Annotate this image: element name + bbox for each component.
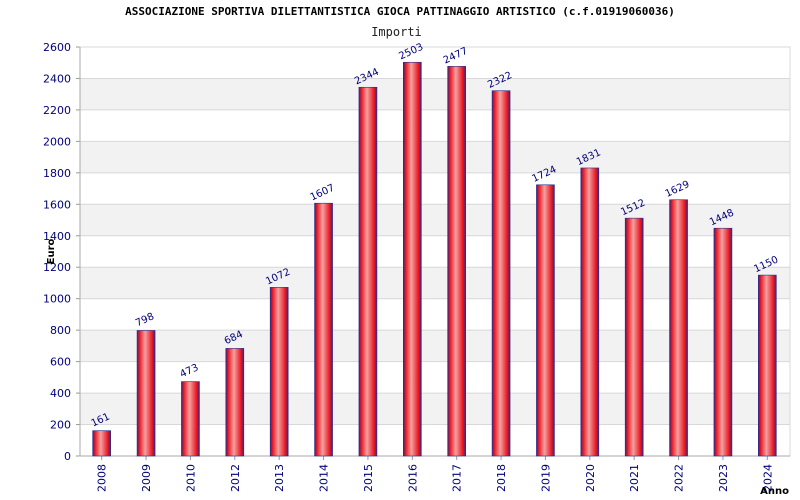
bar-2015 bbox=[358, 86, 378, 457]
data-label: 2477 bbox=[442, 46, 470, 67]
x-tick-label: 2019 bbox=[539, 464, 552, 492]
bar-2022 bbox=[669, 199, 688, 457]
x-axis-title: Anno bbox=[760, 486, 789, 497]
bar-2024 bbox=[758, 274, 777, 457]
bar-2023 bbox=[713, 227, 733, 457]
x-tick-label: 2012 bbox=[229, 464, 242, 492]
grid-band bbox=[80, 141, 790, 173]
x-tick-label: 2008 bbox=[96, 464, 109, 492]
bar-2016 bbox=[403, 61, 422, 457]
bar-2009 bbox=[136, 330, 156, 457]
data-label: 1607 bbox=[309, 183, 337, 204]
x-tick-label: 2018 bbox=[495, 464, 508, 492]
y-tick-label: 1800 bbox=[43, 167, 71, 180]
bar-2017 bbox=[447, 66, 466, 457]
chart-title: ASSOCIAZIONE SPORTIVA DILETTANTISTICA GI… bbox=[125, 5, 675, 18]
y-tick-label: 800 bbox=[50, 324, 71, 337]
x-tick-label: 2022 bbox=[673, 464, 686, 492]
bar-2018 bbox=[491, 90, 511, 457]
bar-2008 bbox=[92, 430, 111, 457]
data-label: 1629 bbox=[664, 179, 692, 200]
y-tick-label: 2200 bbox=[43, 104, 71, 117]
grid-band bbox=[80, 78, 790, 110]
x-tick-label: 2009 bbox=[140, 464, 153, 492]
x-tick-label: 2024 bbox=[761, 464, 774, 492]
x-tick-label: 2014 bbox=[318, 464, 331, 492]
bar-2019 bbox=[536, 184, 555, 457]
y-tick-label: 2400 bbox=[43, 72, 71, 85]
data-label: 2503 bbox=[397, 42, 425, 63]
y-tick-label: 2600 bbox=[43, 41, 71, 54]
bar-2020 bbox=[580, 167, 600, 457]
bar-2014 bbox=[314, 202, 333, 457]
x-tick-label: 2016 bbox=[406, 464, 419, 492]
bar-2012 bbox=[225, 348, 245, 457]
y-tick-label: 1400 bbox=[43, 230, 71, 243]
y-tick-label: 400 bbox=[50, 387, 71, 400]
y-tick-label: 0 bbox=[64, 450, 71, 463]
y-tick-label: 1600 bbox=[43, 198, 71, 211]
y-tick-label: 1000 bbox=[43, 293, 71, 306]
y-axis-title: Euro bbox=[46, 239, 57, 265]
bar-2010 bbox=[181, 381, 200, 457]
bar-2013 bbox=[269, 287, 289, 457]
y-tick-label: 200 bbox=[50, 419, 71, 432]
x-tick-label: 2013 bbox=[273, 464, 286, 492]
x-tick-label: 2023 bbox=[717, 464, 730, 492]
x-tick-label: 2020 bbox=[584, 464, 597, 492]
y-tick-label: 2000 bbox=[43, 135, 71, 148]
data-label: 798 bbox=[134, 311, 156, 329]
x-tick-label: 2017 bbox=[451, 464, 464, 492]
y-tick-label: 1200 bbox=[43, 261, 71, 274]
bar-2021 bbox=[624, 217, 644, 457]
x-tick-label: 2010 bbox=[184, 464, 197, 492]
x-tick-label: 2015 bbox=[362, 464, 375, 492]
x-tick-label: 2021 bbox=[628, 464, 641, 492]
chart-subtitle: Importi bbox=[371, 25, 422, 39]
y-tick-label: 600 bbox=[50, 356, 71, 369]
data-label: 473 bbox=[178, 362, 200, 380]
